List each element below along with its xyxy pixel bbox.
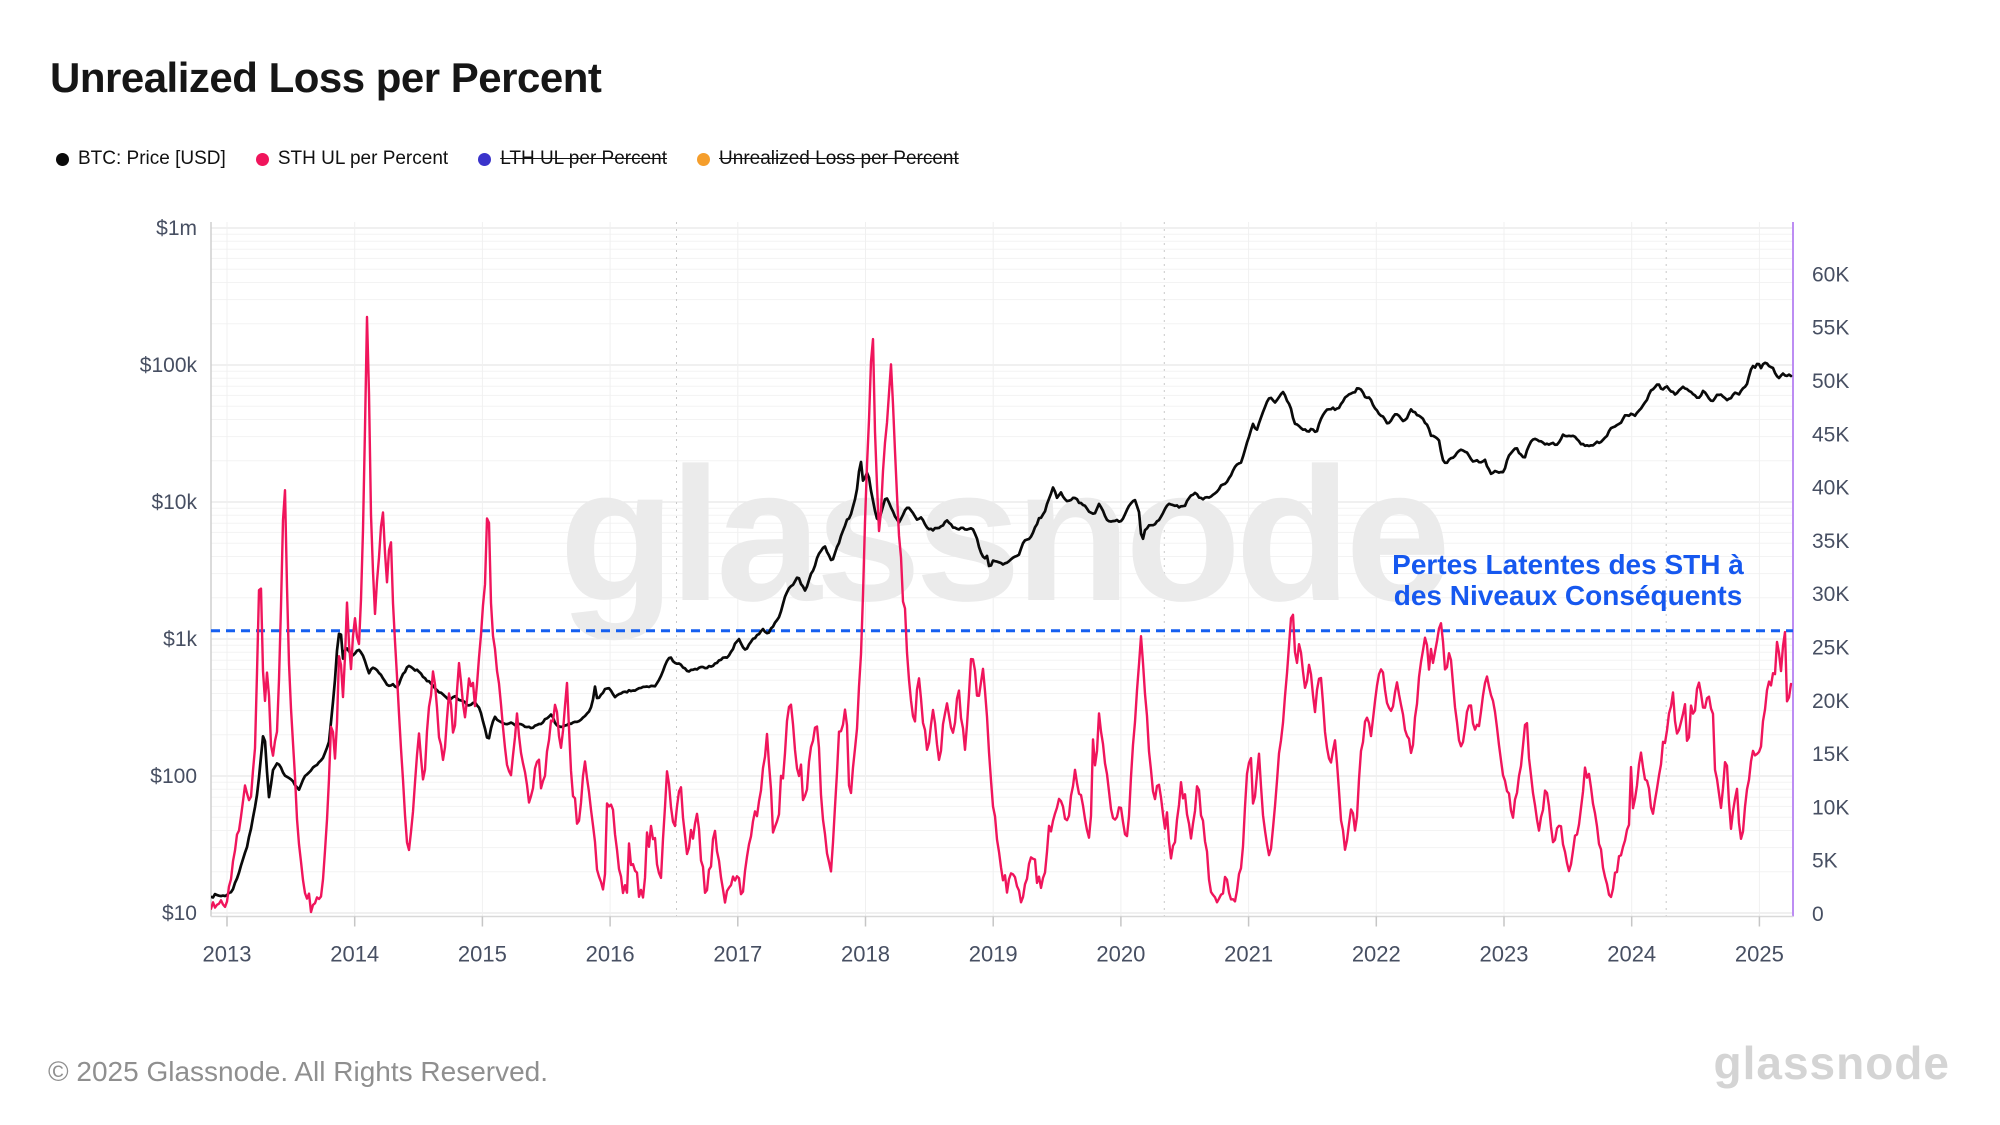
x-axis-tick-label: 2023 bbox=[1480, 942, 1529, 967]
legend-item-unrealized-loss[interactable]: Unrealized Loss per Percent bbox=[697, 148, 959, 170]
y-right-tick-label: 30K bbox=[1812, 583, 1849, 606]
y-right-tick-label: 5K bbox=[1812, 850, 1838, 873]
y-right-tick-label: 35K bbox=[1812, 530, 1849, 553]
series-dot-icon bbox=[478, 152, 492, 166]
y-left-tick-label: $1m bbox=[156, 217, 197, 240]
y-right-tick-label: 10K bbox=[1812, 796, 1849, 819]
glassnode-watermark: glassnode bbox=[559, 429, 1445, 641]
y-right-tick-label: 15K bbox=[1812, 743, 1849, 766]
x-axis-tick-label: 2016 bbox=[586, 942, 635, 967]
y-left-tick-label: $1k bbox=[163, 628, 197, 651]
annotation-line-1: Pertes Latentes des STH à bbox=[1392, 549, 1744, 580]
x-axis-tick-label: 2017 bbox=[713, 942, 762, 967]
legend: BTC: Price [USD] STH UL per Percent LTH … bbox=[56, 148, 959, 170]
x-axis-tick-label: 2015 bbox=[458, 942, 507, 967]
y-left-tick-label: $100 bbox=[150, 765, 197, 788]
y-right-tick-label: 55K bbox=[1812, 317, 1849, 340]
y-right-tick-label: 60K bbox=[1812, 263, 1849, 286]
x-axis-tick-label: 2021 bbox=[1224, 942, 1273, 967]
series-dot-icon bbox=[697, 152, 711, 166]
annotation-line-2: des Niveaux Conséquents bbox=[1393, 580, 1743, 611]
y-right-tick-label: 20K bbox=[1812, 690, 1849, 713]
x-axis-tick-label: 2025 bbox=[1735, 942, 1784, 967]
legend-label: LTH UL per Percent bbox=[500, 148, 668, 169]
chart-annotation: Pertes Latentes des STH à des Niveaux Co… bbox=[1388, 549, 1748, 611]
series-dot-icon bbox=[255, 152, 269, 166]
x-axis-tick-label: 2024 bbox=[1607, 942, 1656, 967]
x-axis-tick-label: 2022 bbox=[1352, 942, 1401, 967]
glassnode-logo: glassnode bbox=[1713, 1037, 1950, 1089]
y-right-tick-label: 0 bbox=[1812, 903, 1824, 926]
x-axis-tick-label: 2020 bbox=[1096, 942, 1145, 967]
legend-label: BTC: Price [USD] bbox=[78, 148, 226, 169]
legend-item-lth-ul[interactable]: LTH UL per Percent bbox=[478, 148, 667, 170]
y-right-tick-label: 50K bbox=[1812, 370, 1849, 393]
y-left-tick-label: $10k bbox=[151, 491, 197, 514]
y-left-tick-label: $10 bbox=[162, 902, 197, 925]
y-left-tick-label: $100k bbox=[140, 354, 198, 377]
y-right-tick-label: 40K bbox=[1812, 477, 1849, 500]
copyright-text: © 2025 Glassnode. All Rights Reserved. bbox=[48, 1056, 549, 1087]
series-dot-icon bbox=[56, 152, 69, 166]
page-title: Unrealized Loss per Percent bbox=[50, 54, 602, 101]
y-right-tick-label: 45K bbox=[1812, 423, 1849, 446]
x-axis-tick-label: 2014 bbox=[330, 942, 379, 967]
x-axis-tick-label: 2018 bbox=[841, 942, 890, 967]
x-axis-tick-label: 2019 bbox=[969, 942, 1018, 967]
legend-label: STH UL per Percent bbox=[277, 148, 449, 169]
sth-ul-line bbox=[211, 315, 1793, 914]
legend-label: Unrealized Loss per Percent bbox=[719, 148, 959, 169]
legend-item-sth-ul[interactable]: STH UL per Percent bbox=[255, 148, 449, 170]
y-right-tick-label: 25K bbox=[1812, 637, 1849, 660]
legend-item-btc-price[interactable]: BTC: Price [USD] bbox=[56, 148, 226, 170]
x-axis-tick-label: 2013 bbox=[203, 942, 252, 967]
